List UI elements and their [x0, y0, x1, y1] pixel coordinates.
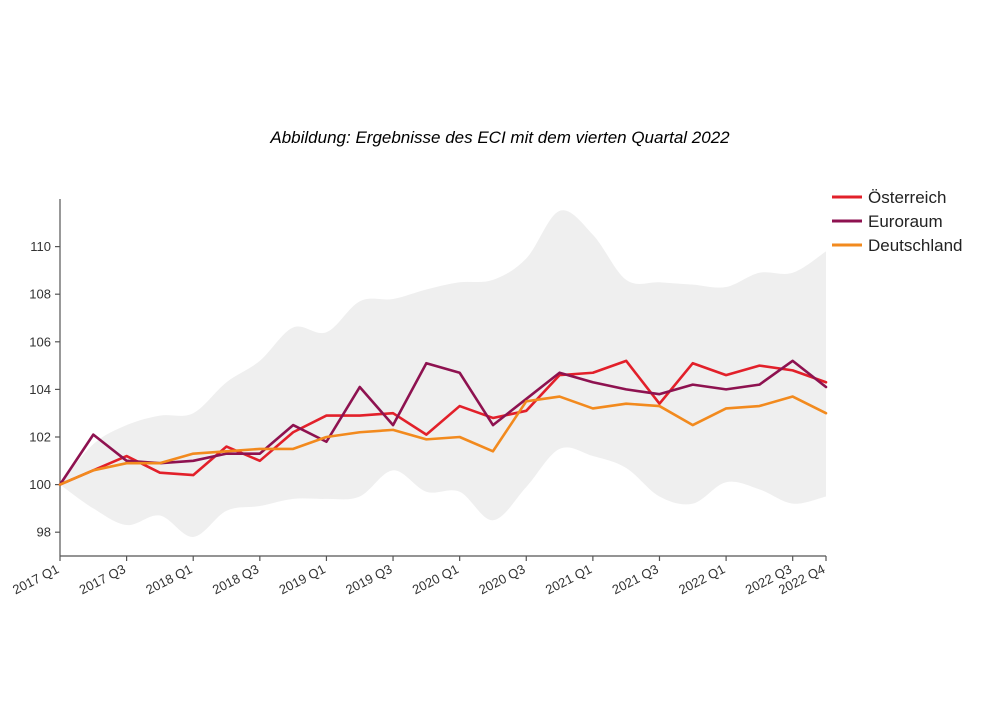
y-tick-label: 106: [29, 334, 51, 349]
x-tick-label: 2018 Q1: [143, 561, 194, 597]
series-line-österreich: [58, 359, 828, 486]
y-tick-label: 104: [29, 382, 51, 397]
legend: Österreich Euroraum Deutschland: [832, 188, 963, 255]
x-tick-label: 2018 Q3: [210, 561, 261, 597]
x-tick-label: 2019 Q3: [343, 561, 394, 597]
legend-label: Euroraum: [868, 212, 943, 231]
x-tick-label: 2017 Q1: [10, 561, 61, 597]
range-band: [60, 210, 826, 537]
x-tick-label: 2020 Q3: [476, 561, 527, 597]
x-tick-label: 2021 Q1: [543, 561, 594, 597]
legend-label: Deutschland: [868, 236, 963, 255]
y-tick-label: 102: [29, 430, 51, 445]
series-line-deutschland: [58, 395, 828, 486]
chart-title: Abbildung: Ergebnisse des ECI mit dem vi…: [269, 128, 730, 147]
x-tick-label: 2021 Q3: [610, 561, 661, 597]
y-tick-label: 110: [30, 239, 51, 254]
range-band-area: [60, 210, 826, 537]
y-tick-label: 98: [37, 525, 51, 540]
x-tick-label: 2017 Q3: [77, 561, 128, 597]
y-tick-label: 100: [29, 477, 51, 492]
x-tick-label: 2019 Q1: [277, 561, 328, 597]
legend-label: Österreich: [868, 188, 946, 207]
x-tick-label: 2020 Q1: [410, 561, 461, 597]
series-line-euroraum: [58, 359, 828, 486]
x-tick-label: 2022 Q1: [676, 561, 727, 597]
y-tick-label: 108: [29, 287, 51, 302]
series-lines: [58, 359, 828, 486]
